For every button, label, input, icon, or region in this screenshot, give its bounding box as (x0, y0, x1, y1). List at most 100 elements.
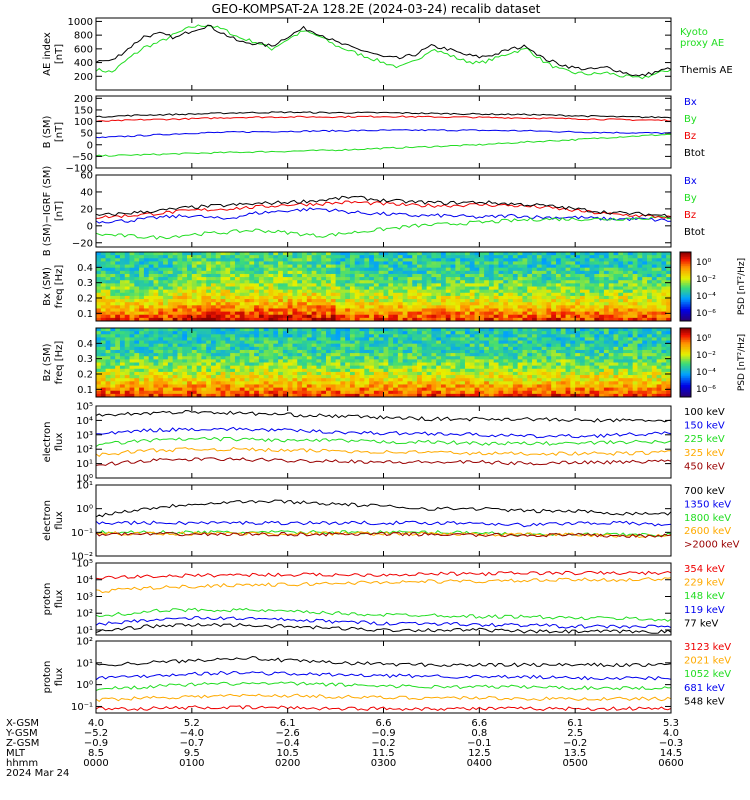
heatmap-cell (306, 337, 313, 341)
heatmap-cell (282, 305, 289, 309)
heatmap-cell (220, 381, 226, 385)
heatmap-cell (498, 267, 504, 272)
heatmap-cell (517, 349, 523, 354)
heatmap-cell (541, 346, 547, 351)
heatmap-cell (234, 255, 241, 259)
heatmap-cell (599, 305, 605, 309)
heatmap-cell (345, 337, 351, 341)
heatmap-cell (340, 334, 346, 338)
heatmap-cell (575, 264, 581, 269)
heatmap-cell (551, 286, 557, 291)
heatmap-cell (426, 393, 432, 398)
colorbar-segment (680, 293, 691, 296)
heatmap-cell (532, 384, 538, 388)
heatmap-cell (302, 331, 308, 335)
heatmap-cell (282, 289, 289, 294)
heatmap-cell (230, 381, 236, 385)
heatmap-cell (163, 283, 169, 287)
heatmap-cell (623, 255, 629, 259)
heatmap-cell (407, 270, 413, 275)
heatmap-cell (273, 255, 279, 259)
heatmap-cell (589, 267, 595, 272)
heatmap-cell (297, 286, 303, 291)
heatmap-cell (96, 317, 102, 322)
heatmap-cell (388, 393, 394, 398)
heatmap-cell (393, 317, 399, 322)
heatmap-cell (143, 381, 150, 385)
heatmap-cell (321, 359, 327, 363)
heatmap-cell (215, 381, 221, 385)
heatmap-cell (560, 286, 566, 291)
heatmap-cell (656, 277, 662, 281)
heatmap-cell (632, 289, 638, 294)
colorbar-segment (680, 270, 691, 274)
heatmap-cell (426, 368, 432, 373)
heatmap-cell (584, 280, 590, 284)
heatmap-cell (201, 264, 207, 269)
heatmap-cell (177, 331, 183, 335)
heatmap-cell (551, 384, 557, 388)
heatmap-cell (244, 356, 250, 360)
heatmap-cell (508, 270, 514, 275)
heatmap-cell (268, 384, 274, 388)
heatmap-cell (608, 299, 614, 303)
heatmap-cell (383, 258, 389, 262)
heatmap-cell (115, 252, 121, 256)
heatmap-cell (153, 252, 159, 256)
heatmap-cell (96, 362, 102, 367)
heatmap-cell (278, 346, 284, 351)
heatmap-cell (397, 346, 404, 351)
heatmap-cell (335, 277, 341, 281)
heatmap-cell (254, 273, 260, 278)
heatmap-cell (594, 286, 600, 291)
heatmap-cell (321, 277, 327, 281)
heatmap-cell (153, 343, 159, 348)
heatmap-cell (321, 255, 327, 259)
heatmap-cell (206, 305, 212, 309)
heatmap-cell (469, 387, 475, 392)
heatmap-cell (565, 295, 571, 300)
heatmap-cell (349, 362, 356, 367)
heatmap-cell (321, 337, 327, 341)
heatmap-cell (441, 308, 447, 312)
heatmap-cell (575, 299, 581, 303)
heatmap-cell (211, 283, 217, 287)
heatmap-cell (393, 270, 399, 275)
heatmap-cell (460, 365, 466, 370)
heatmap-cell (244, 334, 250, 338)
heatmap-cell (143, 346, 150, 351)
heatmap-cell (306, 264, 313, 269)
colorbar-tick-label: 10⁻⁴ (696, 292, 716, 302)
heatmap-cell (608, 280, 614, 284)
heatmap-cell (383, 378, 389, 382)
heatmap-cell (211, 390, 217, 395)
heatmap-cell (647, 280, 653, 284)
heatmap-cell (349, 384, 356, 388)
heatmap-cell (201, 381, 207, 385)
heatmap-cell (302, 337, 308, 341)
heatmap-cell (105, 270, 111, 275)
heatmap-cell (445, 390, 451, 395)
heatmap-cell (191, 349, 198, 354)
heatmap-cell (316, 308, 322, 312)
heatmap-cell (556, 337, 562, 341)
heatmap-cell (158, 349, 164, 354)
heatmap-cell (637, 261, 643, 265)
heatmap-cell (220, 343, 226, 348)
heatmap-cell (455, 375, 461, 379)
heatmap-cell (292, 255, 298, 259)
heatmap-cell (196, 337, 202, 341)
heatmap-cell (129, 387, 135, 392)
heatmap-cell (172, 378, 178, 382)
heatmap-cell (196, 349, 202, 354)
heatmap-cell (431, 331, 437, 335)
heatmap-cell (484, 328, 490, 332)
colorbar-segment (680, 272, 691, 275)
heatmap-cell (282, 311, 289, 316)
heatmap-cell (551, 378, 557, 382)
heatmap-cell (407, 280, 413, 284)
heatmap-cell (469, 390, 475, 395)
heatmap-cell (407, 255, 413, 259)
heatmap-cell (556, 302, 562, 306)
heatmap-cell (498, 365, 504, 370)
